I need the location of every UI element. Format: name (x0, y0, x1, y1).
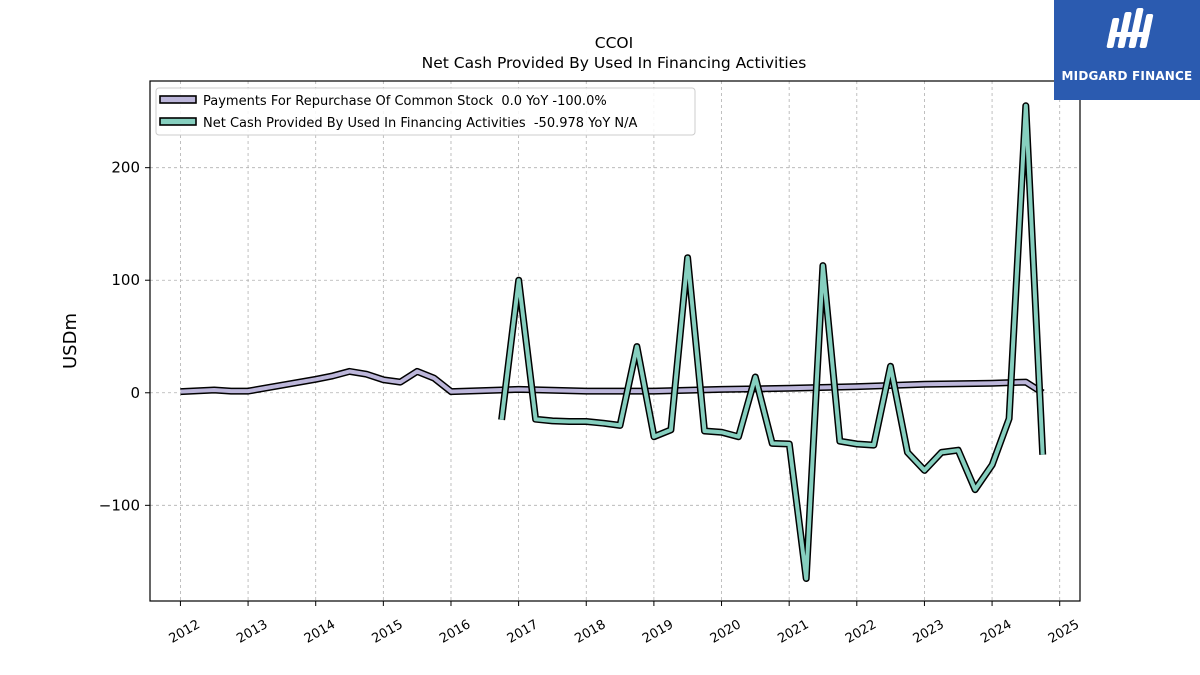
x-tick-label: 2020 (708, 617, 744, 647)
series-repurchase-line (180, 367, 1045, 396)
x-tick-label: 2019 (640, 617, 676, 647)
series-fill-line (499, 103, 1045, 581)
x-tick-label: 2021 (775, 617, 811, 647)
series-fill-line (180, 369, 1044, 395)
x-tick-label: 2025 (1046, 617, 1082, 647)
x-tick-label: 2016 (437, 617, 473, 647)
legend-box (155, 87, 696, 136)
legend-label-repurchase: Payments For Repurchase Of Common Stock … (203, 94, 607, 109)
midgard-logo-icon (1106, 8, 1154, 48)
x-tick-label: 2024 (978, 617, 1014, 647)
y-axis-label: USDm (60, 313, 81, 369)
x-tick-label: 2015 (370, 617, 406, 647)
x-tick-label: 2022 (843, 617, 879, 647)
series-financing-line (498, 102, 1047, 582)
chart-title: CCOI (595, 34, 633, 52)
x-tick-label: 2017 (505, 617, 541, 647)
series-outline (498, 102, 1047, 582)
grid (150, 81, 1080, 601)
logo-text: MIDGARD FINANCE (1061, 69, 1193, 83)
legend: Payments For Repurchase Of Common Stock … (155, 87, 696, 136)
legend-swatch-repurchase (159, 95, 197, 104)
axes-ticks: 2012 2013 2014 2015 2016 2017 2018 2019 2020 2021… (99, 159, 1082, 647)
midgard-finance-logo: MIDGARD FINANCE (1054, 0, 1200, 100)
legend-label-financing: Net Cash Provided By Used In Financing A… (203, 116, 638, 131)
y-tick-label: 0 (130, 384, 140, 402)
x-tick-label: 2018 (572, 617, 608, 647)
y-tick-label: 200 (111, 159, 140, 177)
y-tick-label: −100 (99, 496, 140, 514)
chart-subtitle: Net Cash Provided By Used In Financing A… (422, 54, 807, 72)
x-tick-label: 2012 (167, 617, 203, 647)
x-tick-label: 2013 (234, 617, 270, 647)
series-layer (180, 102, 1047, 582)
x-tick-label: 2023 (911, 617, 947, 647)
x-tick-label: 2014 (302, 617, 338, 647)
plot-frame (149, 80, 1081, 602)
y-tick-label: 100 (111, 271, 140, 289)
legend-swatch-financing (159, 117, 197, 126)
